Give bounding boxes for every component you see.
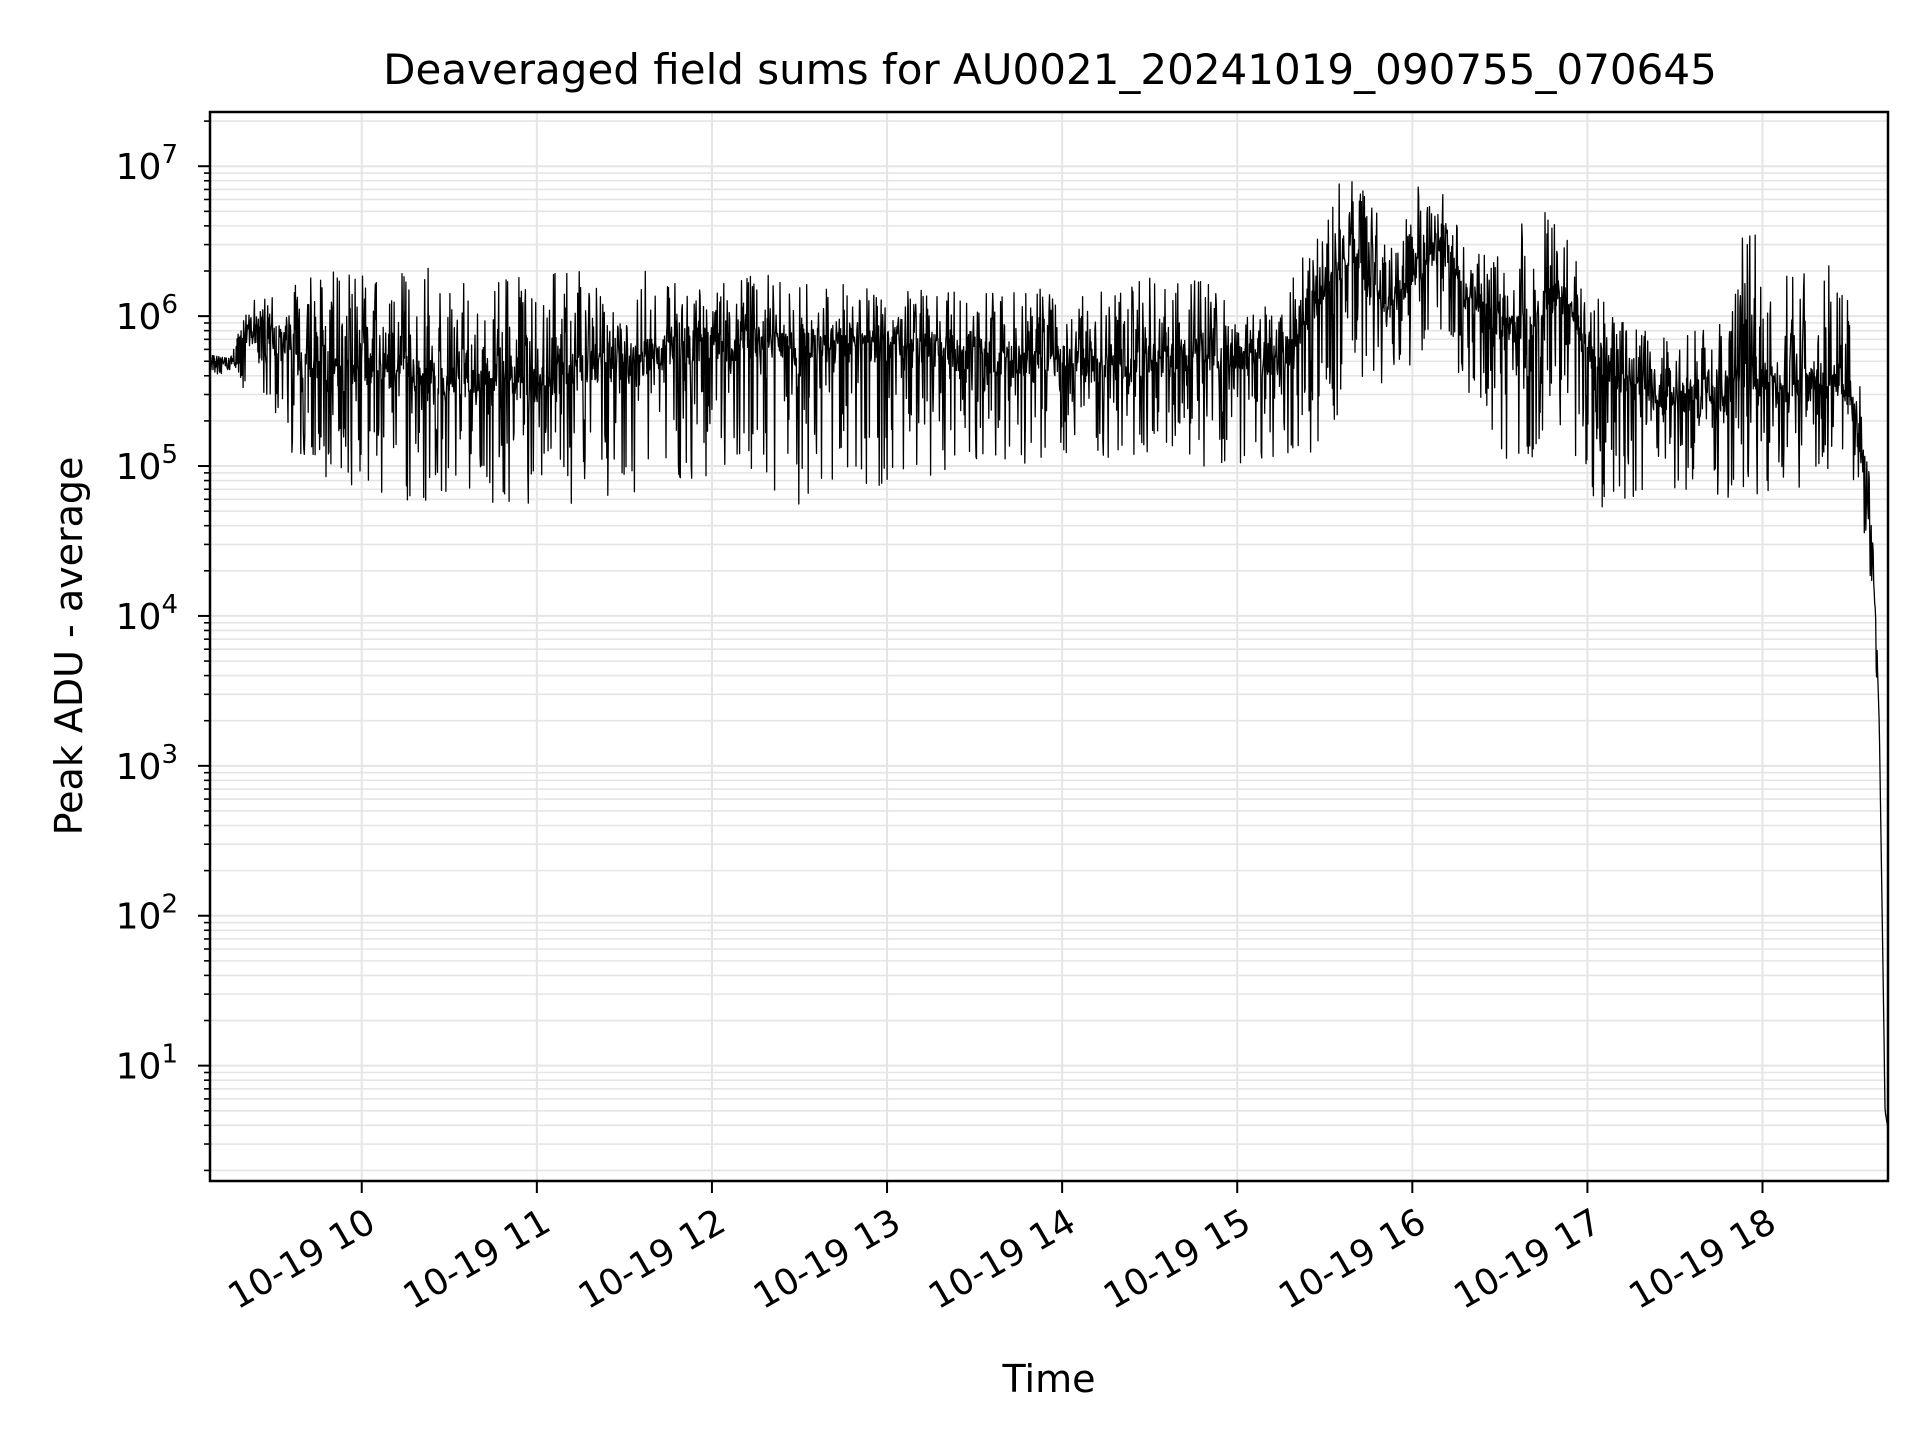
y-tick-label-base: 10 [116,447,162,488]
y-tick-label: 107 [116,140,178,188]
plot-frame [208,110,1890,1183]
series-layer [209,181,1889,1129]
y-tick-label: 103 [116,740,178,788]
y-tick-label-exponent: 2 [161,890,178,920]
y-tick-label: 101 [116,1040,178,1088]
y-tick-label-exponent: 4 [161,590,178,620]
y-tick-label-exponent: 7 [161,140,178,170]
grid [210,112,1888,1181]
y-tick-label-exponent: 3 [161,740,178,770]
y-tick-label-exponent: 6 [161,290,178,320]
y-tick-label-base: 10 [116,597,162,638]
y-tick-label-base: 10 [116,897,162,938]
data-series-line [209,181,1889,1129]
y-tick-label-base: 10 [116,147,162,188]
chart-title: Deaveraged field sums for AU0021_2024101… [383,45,1717,94]
x-axis-label: Time [1002,1357,1096,1401]
y-tick-label: 106 [116,290,178,338]
y-tick-label-exponent: 1 [161,1040,178,1070]
y-tick-label: 104 [116,590,178,638]
y-tick-label: 102 [116,890,178,938]
y-tick-label-exponent: 5 [161,440,178,470]
y-tick-label-base: 10 [116,297,162,338]
y-axis-label: Peak ADU - average [47,457,91,836]
y-tick-label-base: 10 [116,747,162,788]
y-tick-label: 105 [116,440,178,488]
y-tick-label-base: 10 [116,1047,162,1088]
